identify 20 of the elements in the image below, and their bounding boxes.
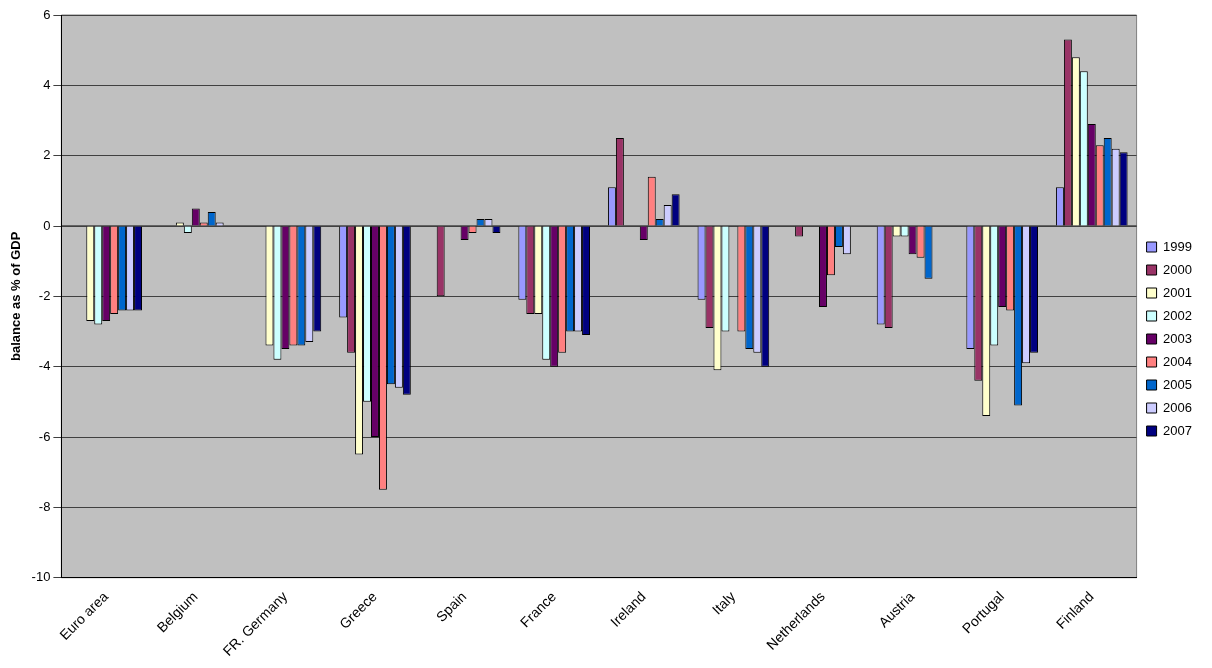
y-tick-label: 4 bbox=[43, 76, 51, 92]
legend-label: 2006 bbox=[1163, 399, 1192, 415]
y-tick-label: 6 bbox=[43, 6, 51, 22]
legend-label: 2001 bbox=[1163, 284, 1192, 300]
y-tick-label: -4 bbox=[38, 358, 51, 374]
legend-label: 2004 bbox=[1163, 353, 1192, 369]
y-axis-title: balance as % of GDP bbox=[8, 231, 24, 362]
y-tick-label: -10 bbox=[31, 569, 51, 585]
y-tick-label: -2 bbox=[38, 287, 51, 303]
x-tick-label: Italy bbox=[708, 588, 739, 618]
legend-label: 2005 bbox=[1163, 376, 1192, 392]
legend-label: 2000 bbox=[1163, 261, 1192, 277]
legend-label: 2003 bbox=[1163, 330, 1192, 346]
y-tick-label: -8 bbox=[38, 498, 51, 514]
legend-label: 1999 bbox=[1163, 238, 1192, 254]
y-tick-label: -6 bbox=[38, 428, 51, 444]
legend-label: 2002 bbox=[1163, 307, 1192, 323]
y-tick-label: 0 bbox=[43, 217, 51, 233]
legend-label: 2007 bbox=[1163, 422, 1192, 438]
y-tick-label: 2 bbox=[43, 147, 51, 163]
